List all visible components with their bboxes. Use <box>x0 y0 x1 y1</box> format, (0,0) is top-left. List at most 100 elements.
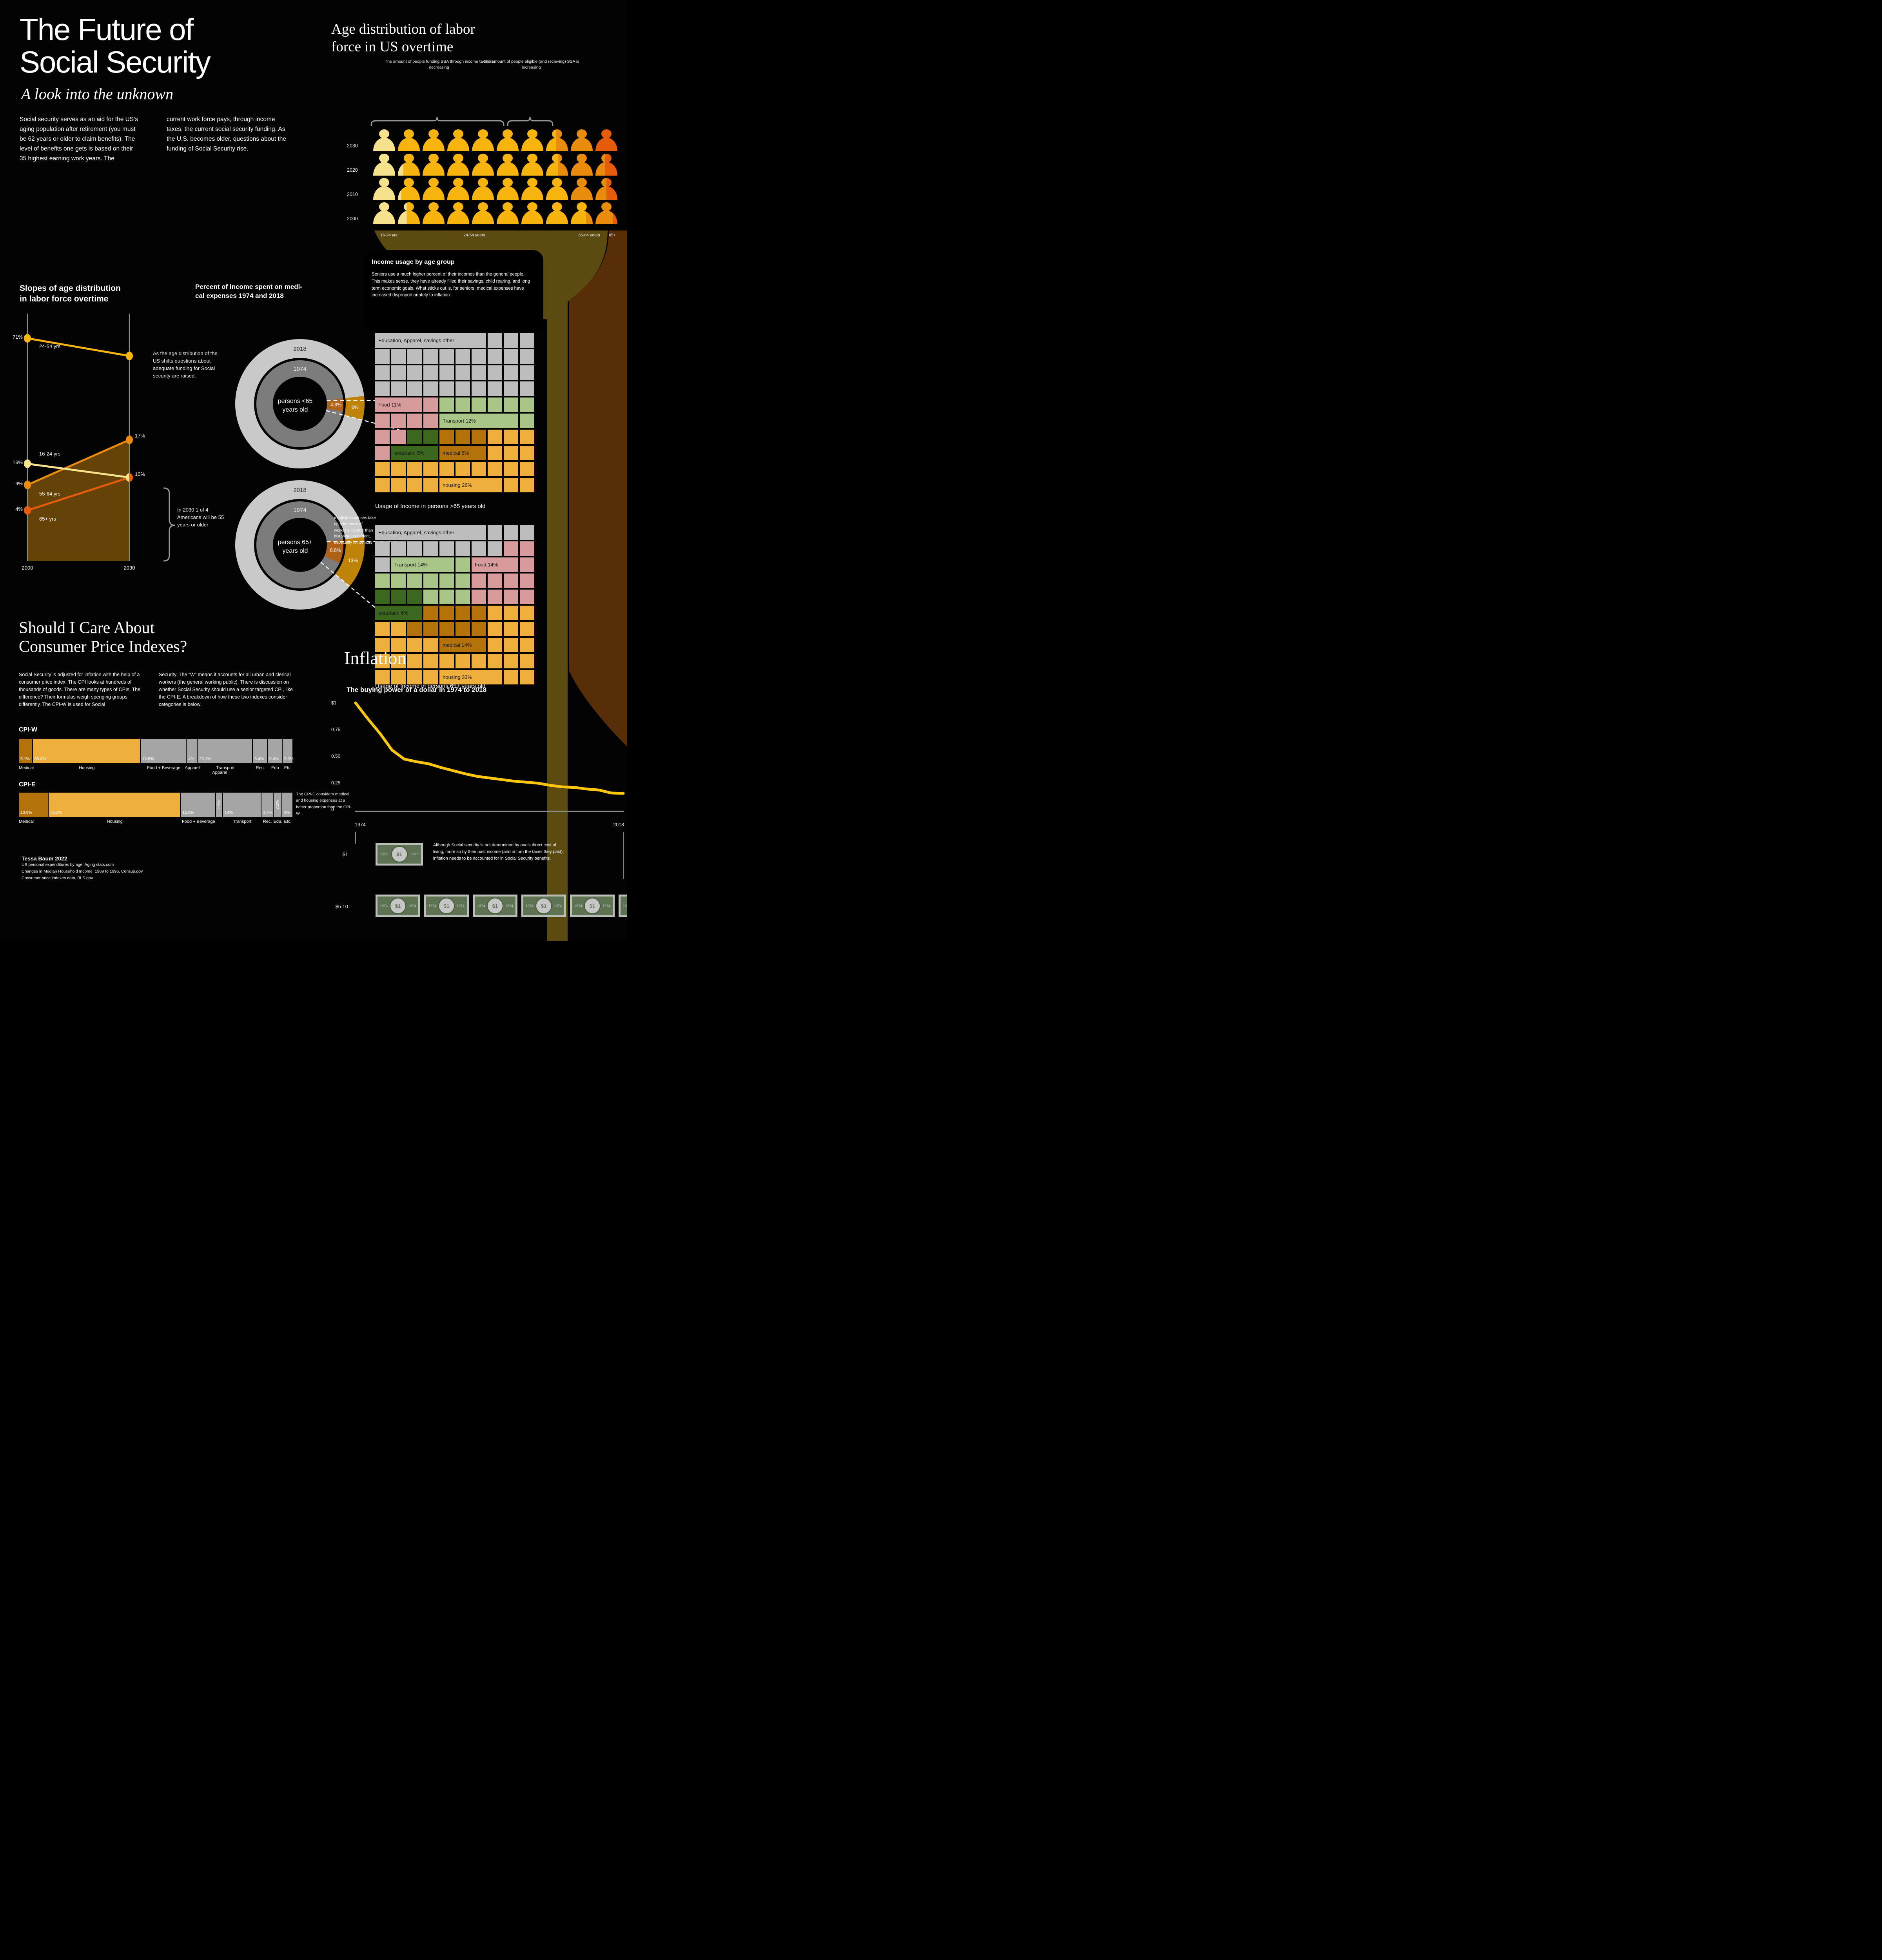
bill-year-left: 1974 <box>623 904 627 908</box>
waffle-cell <box>520 590 534 604</box>
cpi-label-housing: Housing <box>79 766 95 770</box>
person-body <box>447 186 469 200</box>
waffle-cell <box>520 349 534 364</box>
waffle-cell <box>423 414 438 428</box>
bill-value-circle: $1 <box>391 846 408 862</box>
person-body <box>497 162 519 176</box>
waffle-cell <box>504 333 518 348</box>
waffle-cell <box>504 606 518 620</box>
cpi-segment-pct: 10.9% <box>20 810 32 815</box>
person-body <box>521 138 543 151</box>
waffle-cell <box>456 590 470 604</box>
waffle-cell <box>520 446 534 460</box>
waffle-label: Education, Apparel, savings other <box>375 333 486 348</box>
waffle-cell <box>375 638 390 652</box>
person-body <box>373 211 395 224</box>
cpi-segment-pct: 5.4% <box>254 757 264 761</box>
person-icon <box>521 154 543 176</box>
bill-year-right: 1974 <box>554 904 562 908</box>
cpie-note: The CPI-E considers medical and housing … <box>296 792 352 816</box>
cpi-segment-pct: 14% <box>224 810 233 815</box>
waffle-cell <box>423 365 438 380</box>
credit-source-2: Changes in Median Household Income: 1969… <box>22 869 143 874</box>
income-usage-heading: Income usage by age group <box>372 259 455 265</box>
waffle-cell <box>488 397 502 412</box>
person-body <box>521 162 543 176</box>
person-icon <box>472 202 494 224</box>
cpi-heading-line1: Should I Care About <box>19 619 155 637</box>
person-icon <box>373 129 395 151</box>
waffle-cell <box>423 606 438 620</box>
bill-year-left: 1974 <box>380 852 388 856</box>
age-row-icons-2000 <box>373 202 617 224</box>
person-body <box>497 186 519 200</box>
slopes-note: As the age distribution of the US shifts… <box>153 350 218 379</box>
person-head <box>404 178 414 187</box>
waffle-label: housing 33% <box>439 670 502 684</box>
bill-value-circle: $1 <box>487 898 503 914</box>
bill-year-right: 1974 <box>505 904 513 908</box>
waffle-cell <box>488 365 502 380</box>
person-body <box>472 211 494 224</box>
cpi-segment-pct: 4% <box>188 757 194 761</box>
inflation-heading: Inflation <box>344 648 407 668</box>
cpi-segment-edu: 5.4% <box>267 739 282 763</box>
person-head <box>379 178 389 187</box>
person-icon <box>571 129 593 151</box>
person-head <box>552 129 562 139</box>
person-icon <box>447 178 469 200</box>
waffle-cell <box>375 654 390 668</box>
inflation-ytick-3: 0.25 <box>331 780 341 786</box>
person-body <box>398 162 420 176</box>
cpi-segment-housing: 39.3% <box>33 739 140 763</box>
waffle-cell <box>520 381 534 396</box>
age-axis-label-0: 16-24 yrs <box>380 233 397 238</box>
person-head <box>453 178 463 187</box>
person-head <box>527 154 537 163</box>
person-body <box>447 211 469 224</box>
bill-year-right: 1974 <box>456 904 465 908</box>
waffle-cell <box>375 590 390 604</box>
bill-year-left: 1974 <box>526 904 534 908</box>
person-head <box>404 202 414 212</box>
cpi-label-above-apparel: Apparel <box>212 770 227 775</box>
person-head <box>552 154 562 163</box>
cpi-segment-medical: 10.9% <box>19 793 48 817</box>
cpi-label-transport: Transport <box>216 766 235 770</box>
age-chart-heading: Age distribution of labor force in US ov… <box>331 20 475 56</box>
waffle-cell <box>504 381 518 396</box>
slopes-chart <box>24 314 175 562</box>
income-usage-panel <box>364 250 543 332</box>
bill-value-circle: $1 <box>535 898 552 914</box>
person-head <box>552 202 562 212</box>
cpi-label-edu-: Edu. <box>273 819 283 824</box>
person-icon <box>546 129 568 151</box>
waffle-cell <box>456 541 470 556</box>
person-body <box>497 211 519 224</box>
cpi-segment-pct: 5.1% <box>20 757 30 761</box>
person-body <box>423 186 445 200</box>
waffle-label: housing 26% <box>439 478 502 492</box>
cpi-paragraph-2: Security. The “W” means it accounts for … <box>159 672 293 707</box>
person-body <box>571 186 593 200</box>
bill-year-right: 1974 <box>410 852 419 856</box>
person-body <box>472 138 494 151</box>
age-row-icons-2010 <box>373 178 617 200</box>
person-head <box>379 154 389 163</box>
donut-section-heading: Percent of income spent on medi- cal exp… <box>195 283 302 301</box>
bill-year-right: 1974 <box>602 904 610 908</box>
age-row-icons-2030 <box>373 129 617 151</box>
cpi-label-medical: Medical <box>19 819 34 824</box>
person-body <box>521 186 543 200</box>
person-body <box>373 186 395 200</box>
income-usage-body: Seniors use a much higher percent of the… <box>372 272 530 298</box>
cpi-label-rec-: Rec. <box>263 819 272 824</box>
waffle-cell <box>472 430 486 444</box>
waffle-cell <box>375 349 390 364</box>
cpi-segment-food-beverage: 16.8% <box>140 739 186 763</box>
waffle-cell <box>407 381 422 396</box>
waffle-cell <box>391 414 406 428</box>
person-icon <box>497 202 519 224</box>
person-head <box>527 178 537 187</box>
